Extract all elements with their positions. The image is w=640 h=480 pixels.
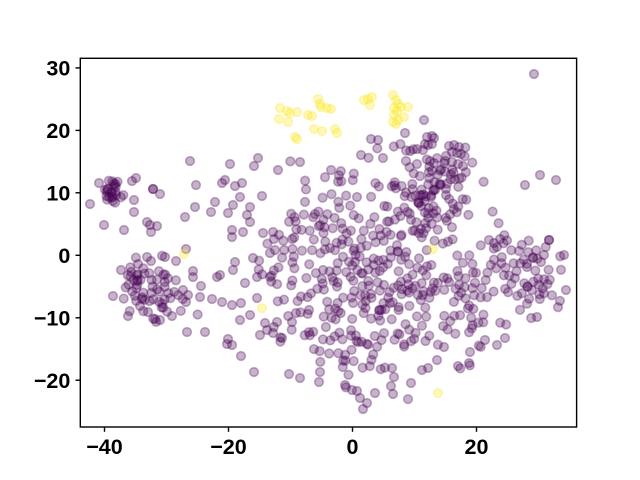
svg-text:−20: −20 — [210, 435, 247, 459]
svg-text:0: 0 — [58, 244, 70, 268]
svg-text:−40: −40 — [86, 435, 123, 459]
svg-text:0: 0 — [347, 435, 359, 459]
svg-text:−10: −10 — [34, 306, 71, 330]
svg-text:20: 20 — [46, 119, 70, 143]
svg-text:20: 20 — [465, 435, 489, 459]
svg-text:−20: −20 — [34, 369, 71, 393]
svg-text:30: 30 — [46, 57, 70, 81]
svg-text:10: 10 — [46, 181, 70, 205]
